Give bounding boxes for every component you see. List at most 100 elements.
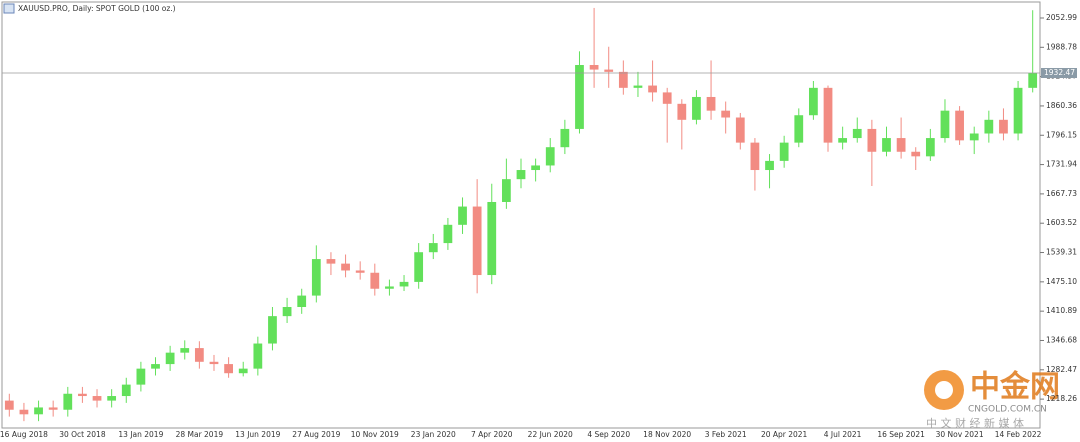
candle-body [238, 368, 248, 374]
y-tick-label: 1218.26 [1046, 394, 1077, 403]
watermark-logo-inner [935, 381, 953, 399]
candle-body [443, 224, 453, 244]
candle-body [794, 115, 804, 143]
chart-icon [3, 3, 15, 14]
candle-body [78, 393, 87, 397]
x-tick-label: 4 Sep 2020 [587, 430, 630, 439]
x-tick-label: 3 Feb 2021 [705, 430, 747, 439]
candle-body [955, 110, 964, 141]
candle-body [194, 348, 204, 362]
x-tick-label: 16 Sep 2021 [877, 430, 925, 439]
candle-body [648, 85, 657, 93]
candle-body [19, 409, 29, 415]
candle-body [809, 87, 818, 116]
candle-body [341, 263, 350, 271]
candle-body [735, 117, 745, 143]
candle-body [852, 128, 862, 139]
x-tick-label: 27 Aug 2019 [292, 430, 340, 439]
candle-body [677, 103, 687, 120]
candle-body [618, 71, 628, 88]
candle-body [911, 151, 921, 157]
candle-body [107, 396, 117, 401]
x-tick-label: 4 Jul 2021 [824, 430, 862, 439]
x-tick-label: 13 Jan 2019 [118, 430, 163, 439]
y-tick-label: 1346.68 [1046, 335, 1077, 344]
candle-body [253, 343, 263, 369]
y-tick-label: 2052.99 [1046, 13, 1077, 22]
candle-body [48, 407, 58, 410]
candle-body [575, 65, 584, 129]
candle-body [487, 201, 497, 276]
candle-body [268, 316, 277, 344]
candle-body [604, 69, 614, 72]
y-tick-label: 1796.15 [1046, 130, 1077, 139]
x-tick-label: 22 Jun 2020 [528, 430, 573, 439]
candle-body [999, 119, 1008, 134]
candle-body [984, 119, 994, 134]
candle-body [925, 138, 935, 157]
candle-body [662, 92, 672, 104]
x-tick-label: 10 Nov 2019 [351, 430, 399, 439]
candle-body [414, 252, 424, 282]
candle-body [882, 138, 891, 152]
candle-body [180, 348, 190, 353]
candle-body [560, 128, 570, 148]
watermark-domain: CNGOLD.COM.CN [968, 405, 1047, 415]
candle-body [34, 407, 43, 415]
candle-body [472, 206, 482, 276]
candle-body [151, 364, 160, 369]
candle-body [355, 270, 365, 273]
current-price-box [1041, 68, 1077, 79]
candle-body [297, 295, 307, 308]
candle-body [706, 96, 716, 111]
candle-body [1013, 87, 1023, 134]
candle-body [867, 128, 877, 152]
candle-body [633, 85, 643, 88]
y-tick-label: 1410.89 [1046, 306, 1077, 315]
candles [4, 7, 1038, 422]
candle-body [501, 179, 511, 202]
y-tick-label: 1988.78 [1046, 42, 1077, 51]
y-tick-label: 1860.36 [1046, 101, 1077, 110]
current-price-label: 1932.47 [1044, 68, 1075, 77]
x-tick-label: 30 Nov 2021 [936, 430, 984, 439]
x-tick-label: 18 Nov 2020 [643, 430, 691, 439]
y-tick-label: 1282.47 [1046, 365, 1077, 374]
candle-body [838, 138, 848, 143]
plot-frame [1, 1, 1041, 429]
y-tick-label: 1475.10 [1046, 277, 1077, 286]
x-tick-label: 20 Apr 2021 [761, 430, 808, 439]
x-tick-label: 23 Jan 2020 [411, 430, 456, 439]
candle-body [63, 393, 73, 410]
candle-body [589, 65, 599, 70]
chart-title: XAUUSD.PRO, Daily: SPOT GOLD (100 oz.) [18, 4, 176, 13]
candle-body [165, 352, 175, 365]
candle-body [136, 368, 146, 385]
watermark: 中金网 CNGOLD.COM.CN 中 文 财 经 新 媒 体 [924, 370, 1060, 430]
candle-body [224, 364, 233, 374]
y-tick-label: 1603.52 [1046, 218, 1077, 227]
candle-body [1028, 73, 1038, 88]
candle-body [721, 110, 731, 118]
candle-body [4, 400, 14, 410]
candle-body [750, 142, 760, 171]
x-tick-label: 30 Oct 2018 [59, 430, 106, 439]
x-tick-label: 28 Mar 2019 [176, 430, 224, 439]
candle-body [823, 87, 833, 143]
candle-body [399, 281, 409, 287]
x-tick-label: 16 Aug 2018 [0, 430, 48, 439]
watermark-slogan: 中 文 财 经 新 媒 体 [926, 416, 1024, 430]
y-tick-label: 1539.31 [1046, 248, 1077, 257]
candle-body [545, 147, 555, 166]
candle-body [765, 160, 774, 171]
candle-body [92, 396, 102, 401]
candle-body [516, 170, 526, 180]
candle-body [311, 259, 321, 296]
x-tick-label: 7 Apr 2020 [471, 430, 513, 439]
candle-body [458, 206, 467, 225]
y-tick-label: 1731.94 [1046, 160, 1077, 169]
candle-body [121, 384, 131, 397]
x-tick-label: 14 Feb 2022 [995, 430, 1042, 439]
